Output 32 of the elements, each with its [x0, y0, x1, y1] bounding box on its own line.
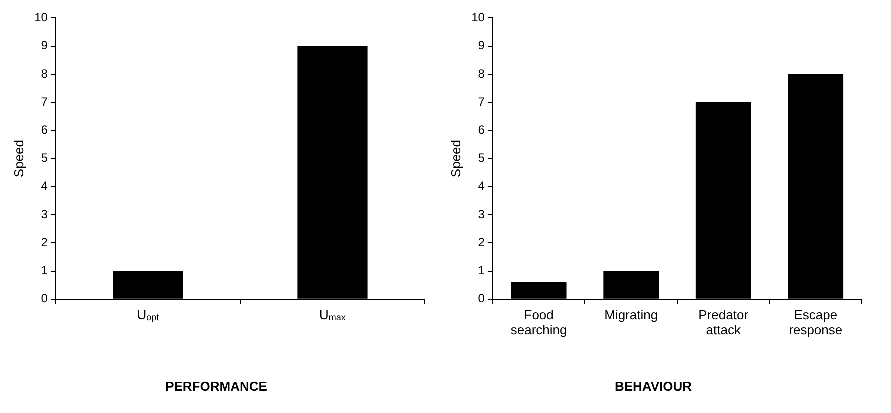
y-tick-label: 2: [41, 235, 48, 250]
y-tick-label: 1: [478, 264, 486, 278]
y-tick-label: 7: [41, 94, 48, 109]
x-tick-label: Uopt: [137, 307, 160, 322]
y-tick-label: 2: [478, 235, 486, 250]
y-tick-label: 1: [41, 264, 48, 278]
y-tick-label: 5: [478, 151, 486, 166]
y-tick-label: 4: [41, 179, 48, 194]
y-tick-label: 7: [478, 94, 486, 109]
x-tick-label: Escape response: [789, 307, 843, 338]
y-tick-label: 6: [478, 122, 486, 137]
y-tick-label: 0: [478, 292, 486, 306]
y-axis-title: Speed: [448, 140, 464, 178]
y-tick-label: 4: [478, 179, 486, 194]
y-tick-label: 8: [41, 66, 48, 81]
y-tick-label: 0: [41, 292, 48, 306]
y-tick-label: 10: [472, 10, 486, 25]
x-tick-label: Umax: [320, 307, 346, 322]
y-tick-label: 5: [41, 151, 48, 166]
text: BEHAVIOUR: [614, 378, 693, 394]
y-tick-label: 3: [478, 207, 486, 222]
text: PERFORMANCE: [166, 378, 268, 394]
x-tick-label: Migrating: [604, 307, 658, 322]
y-tick-label: 10: [34, 10, 48, 25]
y-tick-label: 6: [41, 122, 48, 137]
y-tick-label: 9: [478, 38, 486, 53]
y-axis-title: Speed: [11, 140, 26, 178]
x-tick-label: Predator attack: [698, 307, 750, 338]
y-tick-label: 3: [41, 207, 48, 222]
y-tick-label: 9: [41, 38, 48, 53]
y-tick-label: 8: [478, 66, 486, 81]
x-tick-label: Food searching: [510, 307, 568, 338]
